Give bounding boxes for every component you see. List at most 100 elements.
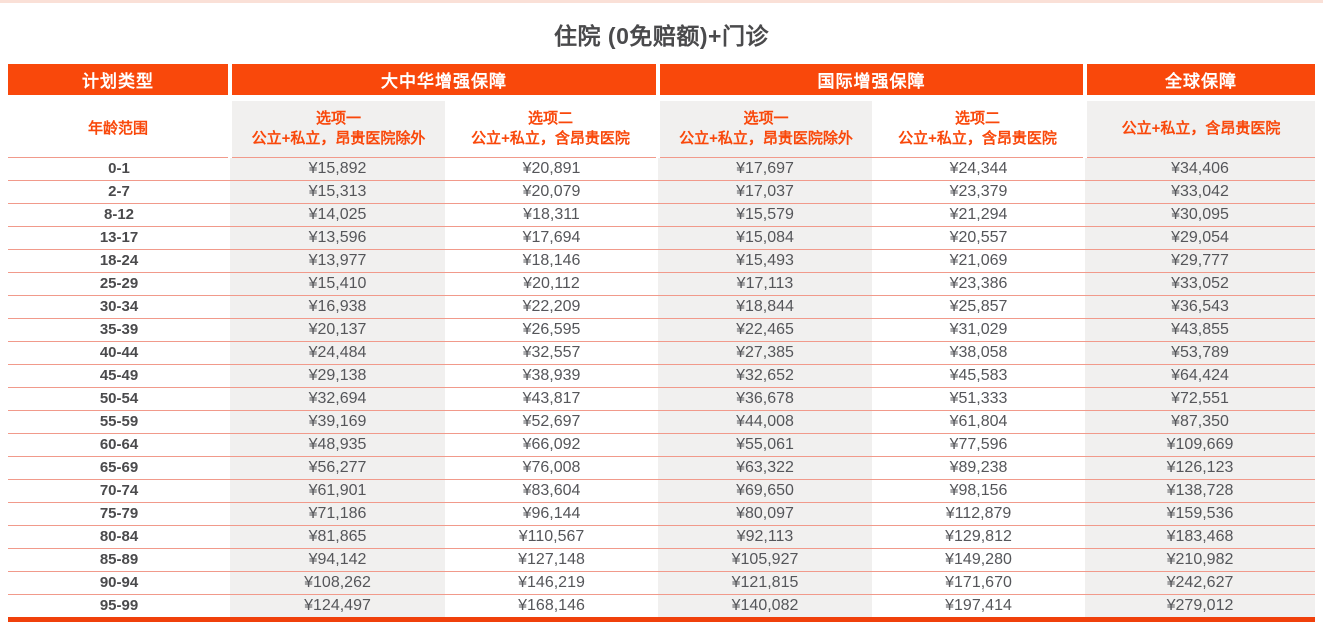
global-price-cell: ¥34,406 — [1085, 157, 1315, 181]
option-desc: 公立+私立，含昂贵医院 — [898, 130, 1057, 147]
age-range-cell: 25-29 — [8, 272, 230, 296]
table-row: 25-29 ¥15,410 ¥20,112 ¥17,113 ¥23,386 ¥3… — [8, 272, 1315, 296]
age-range-cell: 35-39 — [8, 318, 230, 342]
gc-option1-price-cell: ¥14,025 — [230, 203, 445, 227]
global-price-cell: ¥159,536 — [1085, 502, 1315, 526]
gc-option1-price-cell: ¥29,138 — [230, 364, 445, 388]
intl-option1-price-cell: ¥44,008 — [658, 410, 872, 434]
intl-option2-price-cell: ¥129,812 — [872, 525, 1085, 549]
intl-option2-price-cell: ¥31,029 — [872, 318, 1085, 342]
gc-option1-price-cell: ¥71,186 — [230, 502, 445, 526]
age-range-cell: 70-74 — [8, 479, 230, 503]
intl-option2-price-cell: ¥24,344 — [872, 157, 1085, 181]
gc-option1-price-cell: ¥56,277 — [230, 456, 445, 480]
age-range-cell: 18-24 — [8, 249, 230, 273]
page-title: 住院 (0免赔额)+门诊 — [554, 23, 769, 49]
gc-option1-price-cell: ¥32,694 — [230, 387, 445, 411]
intl-option1-price-cell: ¥32,652 — [658, 364, 872, 388]
global-price-cell: ¥29,054 — [1085, 226, 1315, 250]
col-header-global: 全球保障 — [1083, 64, 1315, 101]
gc-option2-price-cell: ¥20,079 — [445, 180, 658, 204]
subheader-intl-option1: 选项一 公立+私立，昂贵医院除外 — [656, 98, 872, 158]
gc-option2-price-cell: ¥26,595 — [445, 318, 658, 342]
table-row: 85-89 ¥94,142 ¥127,148 ¥105,927 ¥149,280… — [8, 548, 1315, 572]
global-price-cell: ¥138,728 — [1085, 479, 1315, 503]
gc-option1-price-cell: ¥81,865 — [230, 525, 445, 549]
age-range-cell: 8-12 — [8, 203, 230, 227]
table-row: 65-69 ¥56,277 ¥76,008 ¥63,322 ¥89,238 ¥1… — [8, 456, 1315, 480]
global-price-cell: ¥126,123 — [1085, 456, 1315, 480]
gc-option2-price-cell: ¥127,148 — [445, 548, 658, 572]
gc-option1-price-cell: ¥20,137 — [230, 318, 445, 342]
intl-option2-price-cell: ¥89,238 — [872, 456, 1085, 480]
intl-option1-price-cell: ¥92,113 — [658, 525, 872, 549]
table-row: 55-59 ¥39,169 ¥52,697 ¥44,008 ¥61,804 ¥8… — [8, 410, 1315, 434]
age-range-cell: 2-7 — [8, 180, 230, 204]
intl-option2-price-cell: ¥98,156 — [872, 479, 1085, 503]
gc-option2-price-cell: ¥76,008 — [445, 456, 658, 480]
gc-option2-price-cell: ¥20,891 — [445, 157, 658, 181]
gc-option1-price-cell: ¥24,484 — [230, 341, 445, 365]
intl-option2-price-cell: ¥171,670 — [872, 571, 1085, 595]
global-price-cell: ¥33,042 — [1085, 180, 1315, 204]
option-desc: 公立+私立，昂贵医院除外 — [679, 130, 853, 147]
intl-option1-price-cell: ¥105,927 — [658, 548, 872, 572]
age-range-cell: 95-99 — [8, 594, 230, 620]
gc-option1-price-cell: ¥39,169 — [230, 410, 445, 434]
option-label: 选项二 — [527, 110, 573, 127]
intl-option1-price-cell: ¥17,697 — [658, 157, 872, 181]
intl-option2-price-cell: ¥20,557 — [872, 226, 1085, 250]
global-price-cell: ¥33,052 — [1085, 272, 1315, 296]
global-price-cell: ¥64,424 — [1085, 364, 1315, 388]
intl-option2-price-cell: ¥149,280 — [872, 548, 1085, 572]
intl-option1-price-cell: ¥121,815 — [658, 571, 872, 595]
intl-option2-price-cell: ¥51,333 — [872, 387, 1085, 411]
age-range-cell: 40-44 — [8, 341, 230, 365]
global-price-cell: ¥210,982 — [1085, 548, 1315, 572]
intl-option1-price-cell: ¥80,097 — [658, 502, 872, 526]
col-header-plan-type: 计划类型 — [8, 64, 230, 101]
global-price-cell: ¥242,627 — [1085, 571, 1315, 595]
global-price-cell: ¥53,789 — [1085, 341, 1315, 365]
gc-option2-price-cell: ¥18,311 — [445, 203, 658, 227]
gc-option1-price-cell: ¥124,497 — [230, 594, 445, 620]
intl-option1-price-cell: ¥15,579 — [658, 203, 872, 227]
intl-option2-price-cell: ¥21,294 — [872, 203, 1085, 227]
table-row: 45-49 ¥29,138 ¥38,939 ¥32,652 ¥45,583 ¥6… — [8, 364, 1315, 388]
global-price-cell: ¥72,551 — [1085, 387, 1315, 411]
intl-option2-price-cell: ¥77,596 — [872, 433, 1085, 457]
age-range-cell: 80-84 — [8, 525, 230, 549]
gc-option2-price-cell: ¥18,146 — [445, 249, 658, 273]
age-range-cell: 50-54 — [8, 387, 230, 411]
intl-option2-price-cell: ¥23,379 — [872, 180, 1085, 204]
global-price-cell: ¥87,350 — [1085, 410, 1315, 434]
table-row: 90-94 ¥108,262 ¥146,219 ¥121,815 ¥171,67… — [8, 571, 1315, 595]
intl-option1-price-cell: ¥18,844 — [658, 295, 872, 319]
gc-option1-price-cell: ¥13,977 — [230, 249, 445, 273]
gc-option2-price-cell: ¥83,604 — [445, 479, 658, 503]
gc-option2-price-cell: ¥52,697 — [445, 410, 658, 434]
age-range-cell: 30-34 — [8, 295, 230, 319]
col-header-greater-china: 大中华增强保障 — [228, 64, 658, 101]
table-header: 计划类型 大中华增强保障 国际增强保障 全球保障 年龄范围 选项一 公立+私立，… — [8, 64, 1315, 158]
intl-option1-price-cell: ¥55,061 — [658, 433, 872, 457]
option-desc: 公立+私立，含昂贵医院 — [471, 130, 630, 147]
age-range-cell: 45-49 — [8, 364, 230, 388]
intl-option1-price-cell: ¥15,493 — [658, 249, 872, 273]
gc-option1-price-cell: ¥94,142 — [230, 548, 445, 572]
global-price-cell: ¥109,669 — [1085, 433, 1315, 457]
table-row: 35-39 ¥20,137 ¥26,595 ¥22,465 ¥31,029 ¥4… — [8, 318, 1315, 342]
subheader-intl-option2: 选项二 公立+私立，含昂贵医院 — [872, 98, 1085, 158]
table-row: 80-84 ¥81,865 ¥110,567 ¥92,113 ¥129,812 … — [8, 525, 1315, 549]
intl-option1-price-cell: ¥36,678 — [658, 387, 872, 411]
global-price-cell: ¥29,777 — [1085, 249, 1315, 273]
intl-option2-price-cell: ¥112,879 — [872, 502, 1085, 526]
table-row: 18-24 ¥13,977 ¥18,146 ¥15,493 ¥21,069 ¥2… — [8, 249, 1315, 273]
gc-option2-price-cell: ¥38,939 — [445, 364, 658, 388]
subheader-global-desc: 公立+私立，含昂贵医院 — [1083, 98, 1315, 158]
intl-option2-price-cell: ¥25,857 — [872, 295, 1085, 319]
table-row: 0-1 ¥15,892 ¥20,891 ¥17,697 ¥24,344 ¥34,… — [8, 157, 1315, 181]
table-row: 8-12 ¥14,025 ¥18,311 ¥15,579 ¥21,294 ¥30… — [8, 203, 1315, 227]
global-price-cell: ¥30,095 — [1085, 203, 1315, 227]
age-range-cell: 13-17 — [8, 226, 230, 250]
